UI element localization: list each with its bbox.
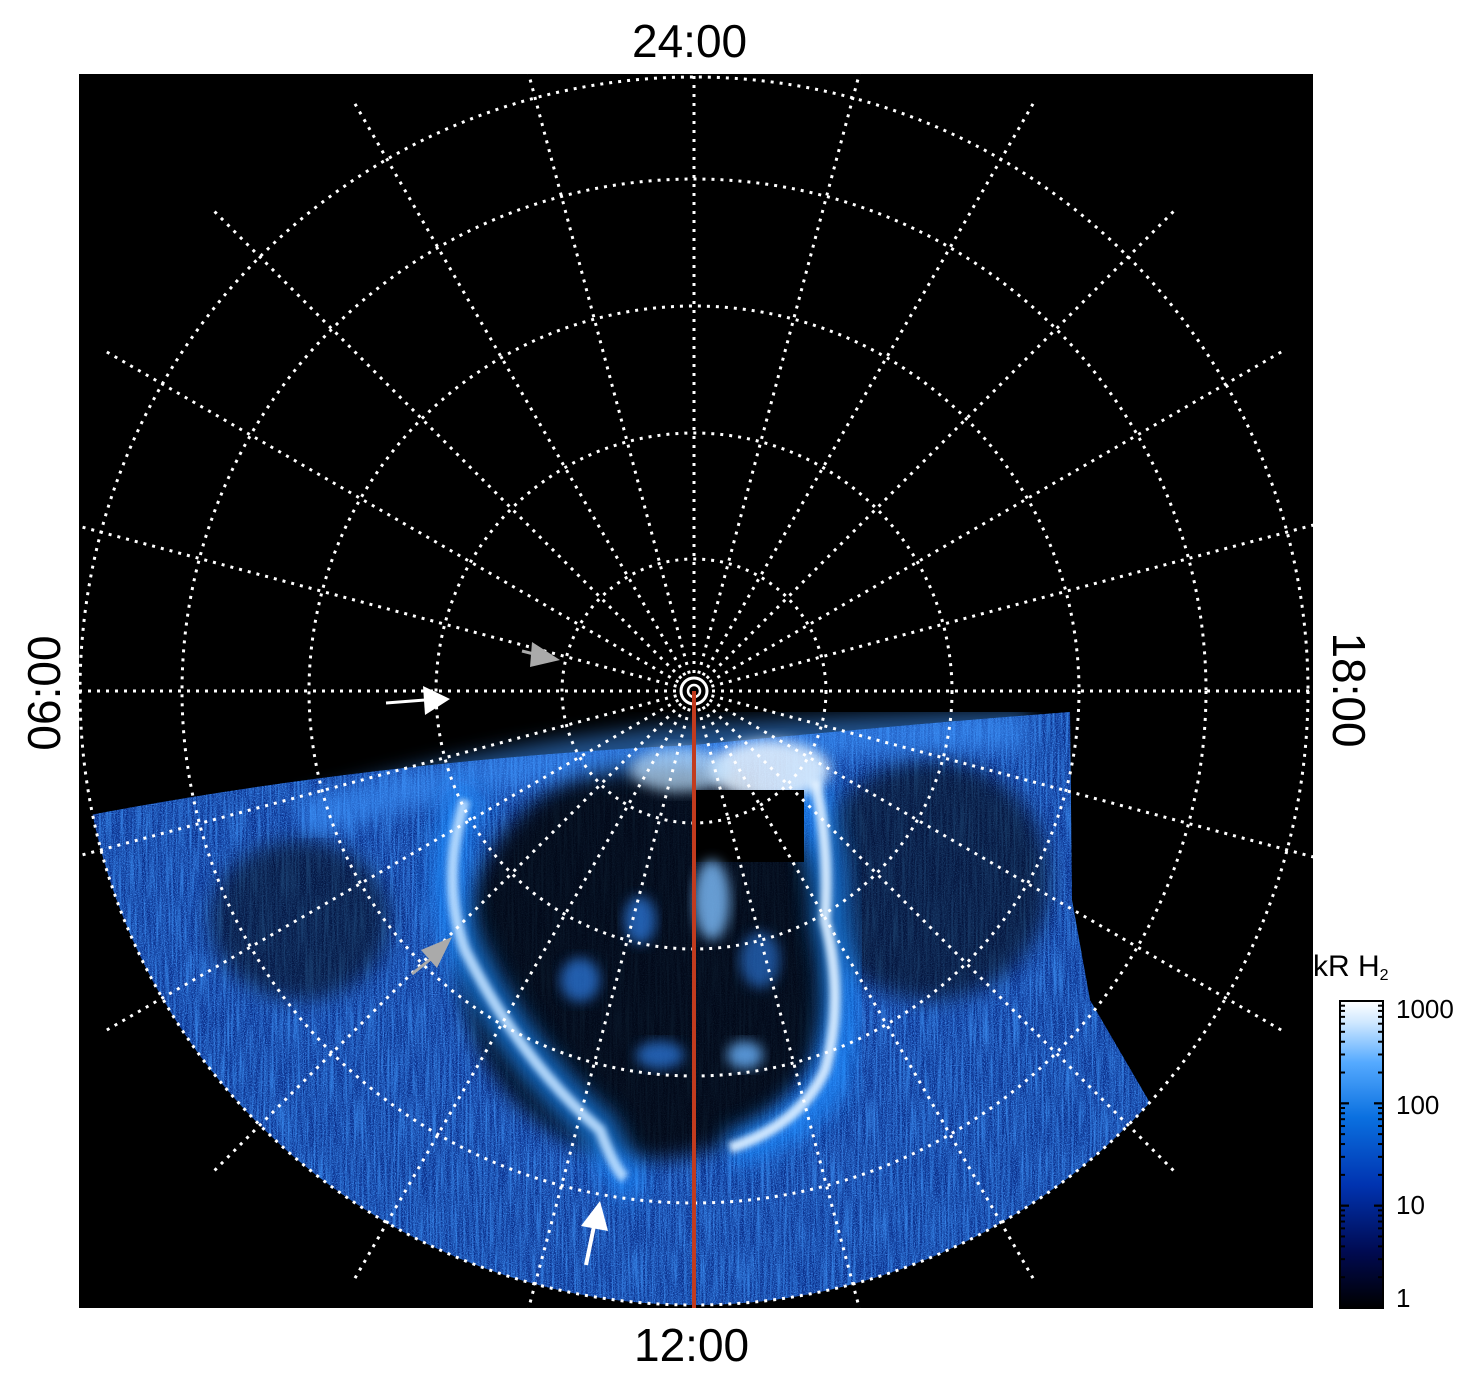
colorbar-tick-10: 10: [1396, 1190, 1425, 1220]
local-time-meridian: [705, 702, 1176, 1173]
arrow-grey-prenoon: [521, 642, 560, 667]
local-time-meridian: [708, 698, 1284, 1033]
local-time-meridian: [104, 349, 680, 684]
local-time-label-bottom: 12:00: [634, 1319, 750, 1371]
arrow-grey-oval: [411, 937, 452, 976]
local-time-meridian: [710, 523, 1313, 688]
local-time-meridian: [697, 74, 861, 675]
colorbar-tick-1: 1: [1396, 1283, 1411, 1313]
colorbar-title: kR H2: [1313, 950, 1389, 984]
local-time-meridian: [212, 702, 683, 1173]
local-time-meridian: [527, 74, 691, 675]
local-time-meridian: [701, 101, 1036, 677]
local-time-meridian: [352, 705, 687, 1281]
local-time-meridian: [701, 705, 1036, 1281]
colorbar-tick-100: 100: [1396, 1090, 1440, 1120]
local-time-meridian: [212, 209, 683, 680]
local-time-meridian: [697, 707, 861, 1308]
local-time-label-left: 06:00: [18, 635, 70, 751]
colorbar: [1339, 1000, 1384, 1309]
local-time-meridian: [705, 209, 1176, 680]
latitude-circle: [180, 177, 1208, 1205]
local-time-meridian: [708, 349, 1284, 684]
colorbar-tick-1000: 1000: [1396, 994, 1454, 1024]
local-time-label-top: 24:00: [632, 15, 748, 67]
local-time-meridian: [104, 698, 680, 1033]
auroral-emission: [90, 710, 1200, 1305]
arrow-white-noon: [581, 1201, 608, 1266]
local-time-meridian: [710, 694, 1313, 859]
arrow-white-dawn: [385, 686, 450, 715]
local-time-meridian: [79, 524, 678, 688]
colorbar-minor-ticks: [1340, 1000, 1383, 1309]
local-time-meridian: [79, 694, 678, 858]
local-time-meridian: [352, 101, 687, 677]
local-time-label-right: 18:00: [1323, 632, 1375, 748]
local-time-meridian: [527, 707, 691, 1308]
